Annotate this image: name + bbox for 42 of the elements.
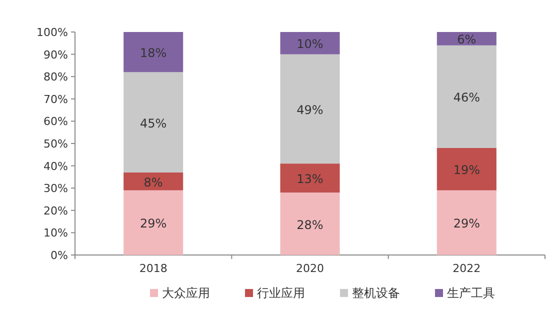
bar — [280, 54, 340, 164]
bar — [124, 72, 184, 172]
data-label: 8% — [144, 175, 163, 190]
x-tick-label: 2020 — [296, 262, 324, 275]
y-tick-label: 100% — [36, 26, 68, 39]
x-tick-label: 2022 — [452, 262, 481, 275]
y-tick-label: 70% — [44, 92, 68, 106]
legend-label: 行业应用 — [257, 286, 305, 300]
x-tick-label: 2018 — [139, 262, 168, 275]
data-label: 28% — [296, 218, 324, 232]
y-tick-label: 90% — [44, 48, 68, 62]
bar — [280, 164, 340, 193]
y-tick-label: 50% — [44, 138, 68, 150]
y-tick-label: 40% — [44, 160, 68, 173]
data-label: 29% — [453, 216, 480, 231]
bar — [280, 32, 340, 54]
bar — [280, 192, 340, 255]
data-label: 18% — [140, 46, 167, 60]
bar — [436, 148, 496, 190]
data-label: 29% — [140, 216, 167, 231]
data-label: 19% — [453, 163, 480, 178]
bar — [124, 190, 184, 255]
bar — [124, 172, 184, 190]
bar — [436, 45, 496, 148]
y-tick-label: 80% — [44, 70, 68, 84]
data-label: 6% — [457, 32, 476, 47]
y-tick-label: 60% — [44, 115, 68, 128]
bar — [124, 32, 184, 72]
data-label: 45% — [140, 116, 167, 130]
data-label: 46% — [453, 90, 480, 105]
y-tick-label: 30% — [44, 182, 68, 196]
y-tick-label: 10% — [44, 226, 68, 240]
y-tick-label: 20% — [44, 204, 68, 218]
data-label: 13% — [296, 172, 324, 186]
y-tick-label: 0% — [50, 249, 68, 262]
bar — [436, 32, 496, 46]
bar — [436, 190, 496, 255]
legend-label: 整机设备 — [352, 286, 400, 300]
data-label: 49% — [296, 102, 324, 117]
legend-label: 大众应用 — [162, 286, 210, 300]
data-label: 10% — [296, 37, 324, 52]
legend-label: 生产工具 — [447, 286, 495, 300]
